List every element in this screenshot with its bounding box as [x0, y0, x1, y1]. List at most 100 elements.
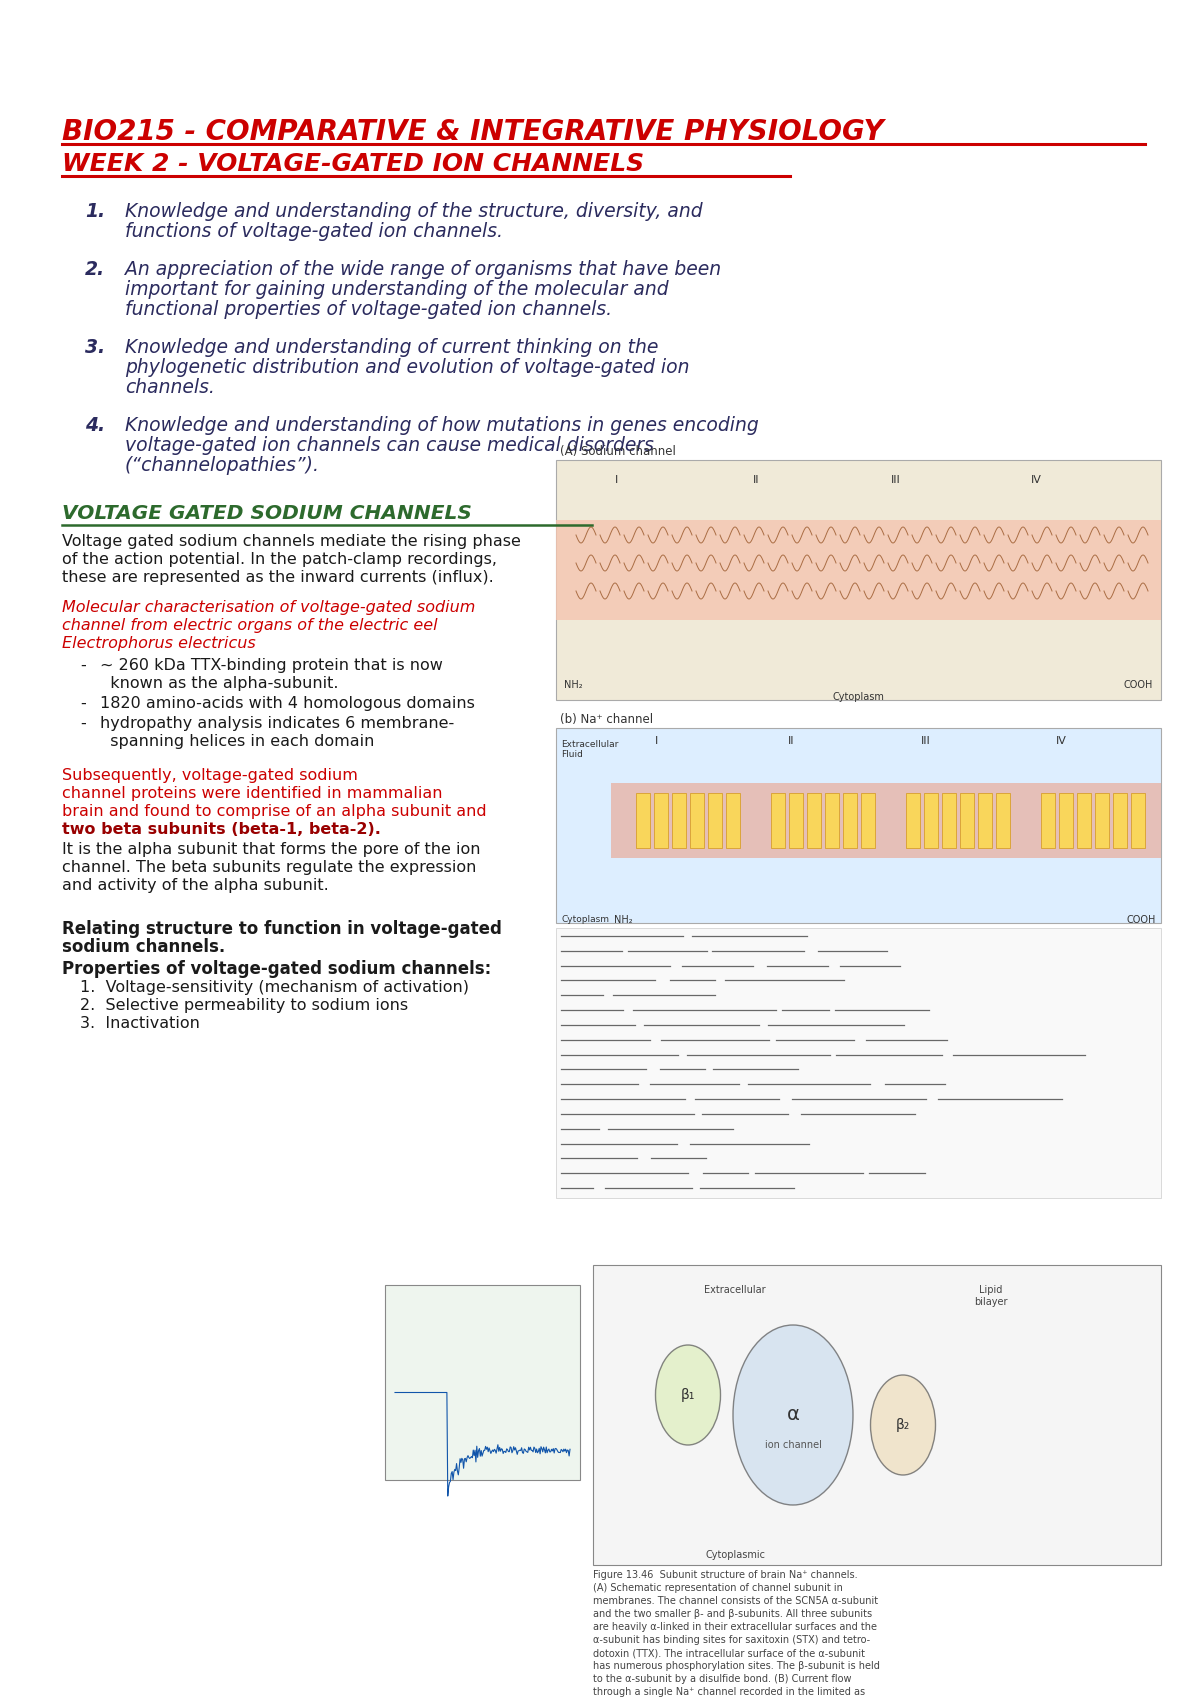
FancyBboxPatch shape: [808, 793, 821, 847]
Text: 4.: 4.: [85, 416, 106, 435]
Text: COOH: COOH: [1127, 915, 1156, 925]
FancyBboxPatch shape: [1132, 793, 1145, 847]
Text: (A) Sodium channel: (A) Sodium channel: [560, 445, 676, 458]
Text: Knowledge and understanding of the structure, diversity, and: Knowledge and understanding of the struc…: [125, 202, 703, 221]
FancyBboxPatch shape: [708, 793, 722, 847]
Text: 1.: 1.: [85, 202, 106, 221]
FancyBboxPatch shape: [690, 793, 704, 847]
FancyBboxPatch shape: [1060, 793, 1073, 847]
Text: 3.: 3.: [85, 338, 106, 357]
Text: known as the alpha-subunit.: known as the alpha-subunit.: [100, 676, 338, 691]
Text: has numerous phosphorylation sites. The β-subunit is held: has numerous phosphorylation sites. The …: [593, 1661, 880, 1671]
Text: 1820 amino-acids with 4 homologous domains: 1820 amino-acids with 4 homologous domai…: [100, 696, 475, 711]
Text: It is the alpha subunit that forms the pore of the ion: It is the alpha subunit that forms the p…: [62, 842, 480, 857]
FancyBboxPatch shape: [1096, 793, 1109, 847]
FancyBboxPatch shape: [790, 793, 803, 847]
FancyBboxPatch shape: [385, 1285, 580, 1481]
Text: IV: IV: [1056, 735, 1067, 745]
Text: are heavily α-linked in their extracellular surfaces and the: are heavily α-linked in their extracellu…: [593, 1622, 877, 1632]
Text: to the α-subunit by a disulfide bond. (B) Current flow: to the α-subunit by a disulfide bond. (B…: [593, 1674, 852, 1684]
Text: II: II: [752, 475, 760, 486]
Text: spanning helices in each domain: spanning helices in each domain: [100, 734, 374, 749]
Text: COOH: COOH: [1123, 679, 1153, 689]
Text: of the action potential. In the patch-clamp recordings,: of the action potential. In the patch-cl…: [62, 552, 497, 567]
Text: channels.: channels.: [125, 379, 215, 397]
Text: NH₂: NH₂: [614, 915, 632, 925]
Text: IV: IV: [1031, 475, 1042, 486]
Text: I: I: [614, 475, 618, 486]
Text: I: I: [654, 735, 658, 745]
Ellipse shape: [733, 1324, 853, 1504]
Text: dotoxin (TTX). The intracellular surface of the α-subunit: dotoxin (TTX). The intracellular surface…: [593, 1649, 865, 1657]
Text: channel. The beta subunits regulate the expression: channel. The beta subunits regulate the …: [62, 859, 476, 874]
Text: important for gaining understanding of the molecular and: important for gaining understanding of t…: [125, 280, 668, 299]
Text: Extracellular: Extracellular: [704, 1285, 766, 1296]
FancyBboxPatch shape: [672, 793, 686, 847]
Ellipse shape: [870, 1375, 936, 1476]
Text: Cytoplasm: Cytoplasm: [562, 915, 610, 924]
FancyBboxPatch shape: [826, 793, 839, 847]
FancyBboxPatch shape: [1078, 793, 1091, 847]
FancyBboxPatch shape: [593, 1265, 1162, 1566]
Text: Subsequently, voltage-gated sodium: Subsequently, voltage-gated sodium: [62, 767, 358, 783]
Text: Lipid
bilayer: Lipid bilayer: [974, 1285, 1007, 1306]
Text: hydropathy analysis indicates 6 membrane-: hydropathy analysis indicates 6 membrane…: [100, 717, 455, 732]
Text: these are represented as the inward currents (influx).: these are represented as the inward curr…: [62, 571, 493, 586]
Text: Knowledge and understanding of current thinking on the: Knowledge and understanding of current t…: [125, 338, 659, 357]
FancyBboxPatch shape: [654, 793, 668, 847]
FancyBboxPatch shape: [996, 793, 1010, 847]
Text: voltage-gated ion channels can cause medical disorders: voltage-gated ion channels can cause med…: [125, 436, 654, 455]
FancyBboxPatch shape: [772, 793, 785, 847]
Text: and activity of the alpha subunit.: and activity of the alpha subunit.: [62, 878, 329, 893]
FancyBboxPatch shape: [978, 793, 992, 847]
Ellipse shape: [655, 1345, 720, 1445]
Text: (“channelopathies”).: (“channelopathies”).: [125, 457, 320, 475]
Text: III: III: [892, 475, 901, 486]
FancyBboxPatch shape: [611, 783, 1162, 857]
Text: Properties of voltage-gated sodium channels:: Properties of voltage-gated sodium chann…: [62, 959, 491, 978]
FancyBboxPatch shape: [862, 793, 875, 847]
Text: Cytoplasm: Cytoplasm: [832, 693, 884, 701]
Text: 2.  Selective permeability to sodium ions: 2. Selective permeability to sodium ions: [80, 998, 408, 1014]
FancyBboxPatch shape: [906, 793, 920, 847]
Text: 1.  Voltage-sensitivity (mechanism of activation): 1. Voltage-sensitivity (mechanism of act…: [80, 980, 469, 995]
FancyBboxPatch shape: [556, 929, 1162, 1199]
FancyBboxPatch shape: [726, 793, 740, 847]
Text: (A) Schematic representation of channel subunit in: (A) Schematic representation of channel …: [593, 1583, 842, 1593]
Text: II: II: [787, 735, 794, 745]
Text: (b) Na⁺ channel: (b) Na⁺ channel: [560, 713, 653, 727]
Text: Knowledge and understanding of how mutations in genes encoding: Knowledge and understanding of how mutat…: [125, 416, 758, 435]
FancyBboxPatch shape: [556, 520, 1162, 620]
Text: and the two smaller β- and β-subunits. All three subunits: and the two smaller β- and β-subunits. A…: [593, 1610, 872, 1618]
Text: BIO215 - COMPARATIVE & INTEGRATIVE PHYSIOLOGY: BIO215 - COMPARATIVE & INTEGRATIVE PHYSI…: [62, 117, 883, 146]
Text: brain and found to comprise of an alpha subunit and: brain and found to comprise of an alpha …: [62, 803, 487, 818]
Text: membranes. The channel consists of the SCN5A α-subunit: membranes. The channel consists of the S…: [593, 1596, 878, 1606]
Text: Relating structure to function in voltage-gated: Relating structure to function in voltag…: [62, 920, 502, 937]
Text: ~ 260 kDa TTX-binding protein that is now: ~ 260 kDa TTX-binding protein that is no…: [100, 659, 443, 672]
Text: phylogenetic distribution and evolution of voltage-gated ion: phylogenetic distribution and evolution …: [125, 358, 690, 377]
FancyBboxPatch shape: [1114, 793, 1127, 847]
FancyBboxPatch shape: [1042, 793, 1055, 847]
FancyBboxPatch shape: [924, 793, 938, 847]
Text: Cytoplasmic: Cytoplasmic: [706, 1550, 766, 1560]
FancyBboxPatch shape: [556, 728, 1162, 924]
Text: channel from electric organs of the electric eel: channel from electric organs of the elec…: [62, 618, 438, 633]
Text: Electrophorus electricus: Electrophorus electricus: [62, 637, 256, 650]
Text: β₁: β₁: [680, 1387, 695, 1403]
Text: 3.  Inactivation: 3. Inactivation: [80, 1015, 200, 1031]
Text: functions of voltage-gated ion channels.: functions of voltage-gated ion channels.: [125, 222, 503, 241]
Text: α-subunit has binding sites for saxitoxin (STX) and tetro-: α-subunit has binding sites for saxitoxi…: [593, 1635, 870, 1645]
Text: 2.: 2.: [85, 260, 106, 278]
FancyBboxPatch shape: [842, 793, 857, 847]
Text: Extracellular
Fluid: Extracellular Fluid: [562, 740, 618, 759]
Text: through a single Na⁺ channel recorded in the limited as: through a single Na⁺ channel recorded in…: [593, 1688, 865, 1696]
FancyBboxPatch shape: [942, 793, 956, 847]
Text: VOLTAGE GATED SODIUM CHANNELS: VOLTAGE GATED SODIUM CHANNELS: [62, 504, 472, 523]
Text: Figure 13.46  Subunit structure of brain Na⁺ channels.: Figure 13.46 Subunit structure of brain …: [593, 1571, 858, 1581]
Text: -: -: [80, 659, 85, 672]
Text: Voltage gated sodium channels mediate the rising phase: Voltage gated sodium channels mediate th…: [62, 533, 521, 548]
FancyBboxPatch shape: [636, 793, 650, 847]
Text: WEEK 2 - VOLTAGE-GATED ION CHANNELS: WEEK 2 - VOLTAGE-GATED ION CHANNELS: [62, 153, 644, 177]
Text: β₂: β₂: [896, 1418, 910, 1431]
Text: sodium channels.: sodium channels.: [62, 937, 226, 956]
